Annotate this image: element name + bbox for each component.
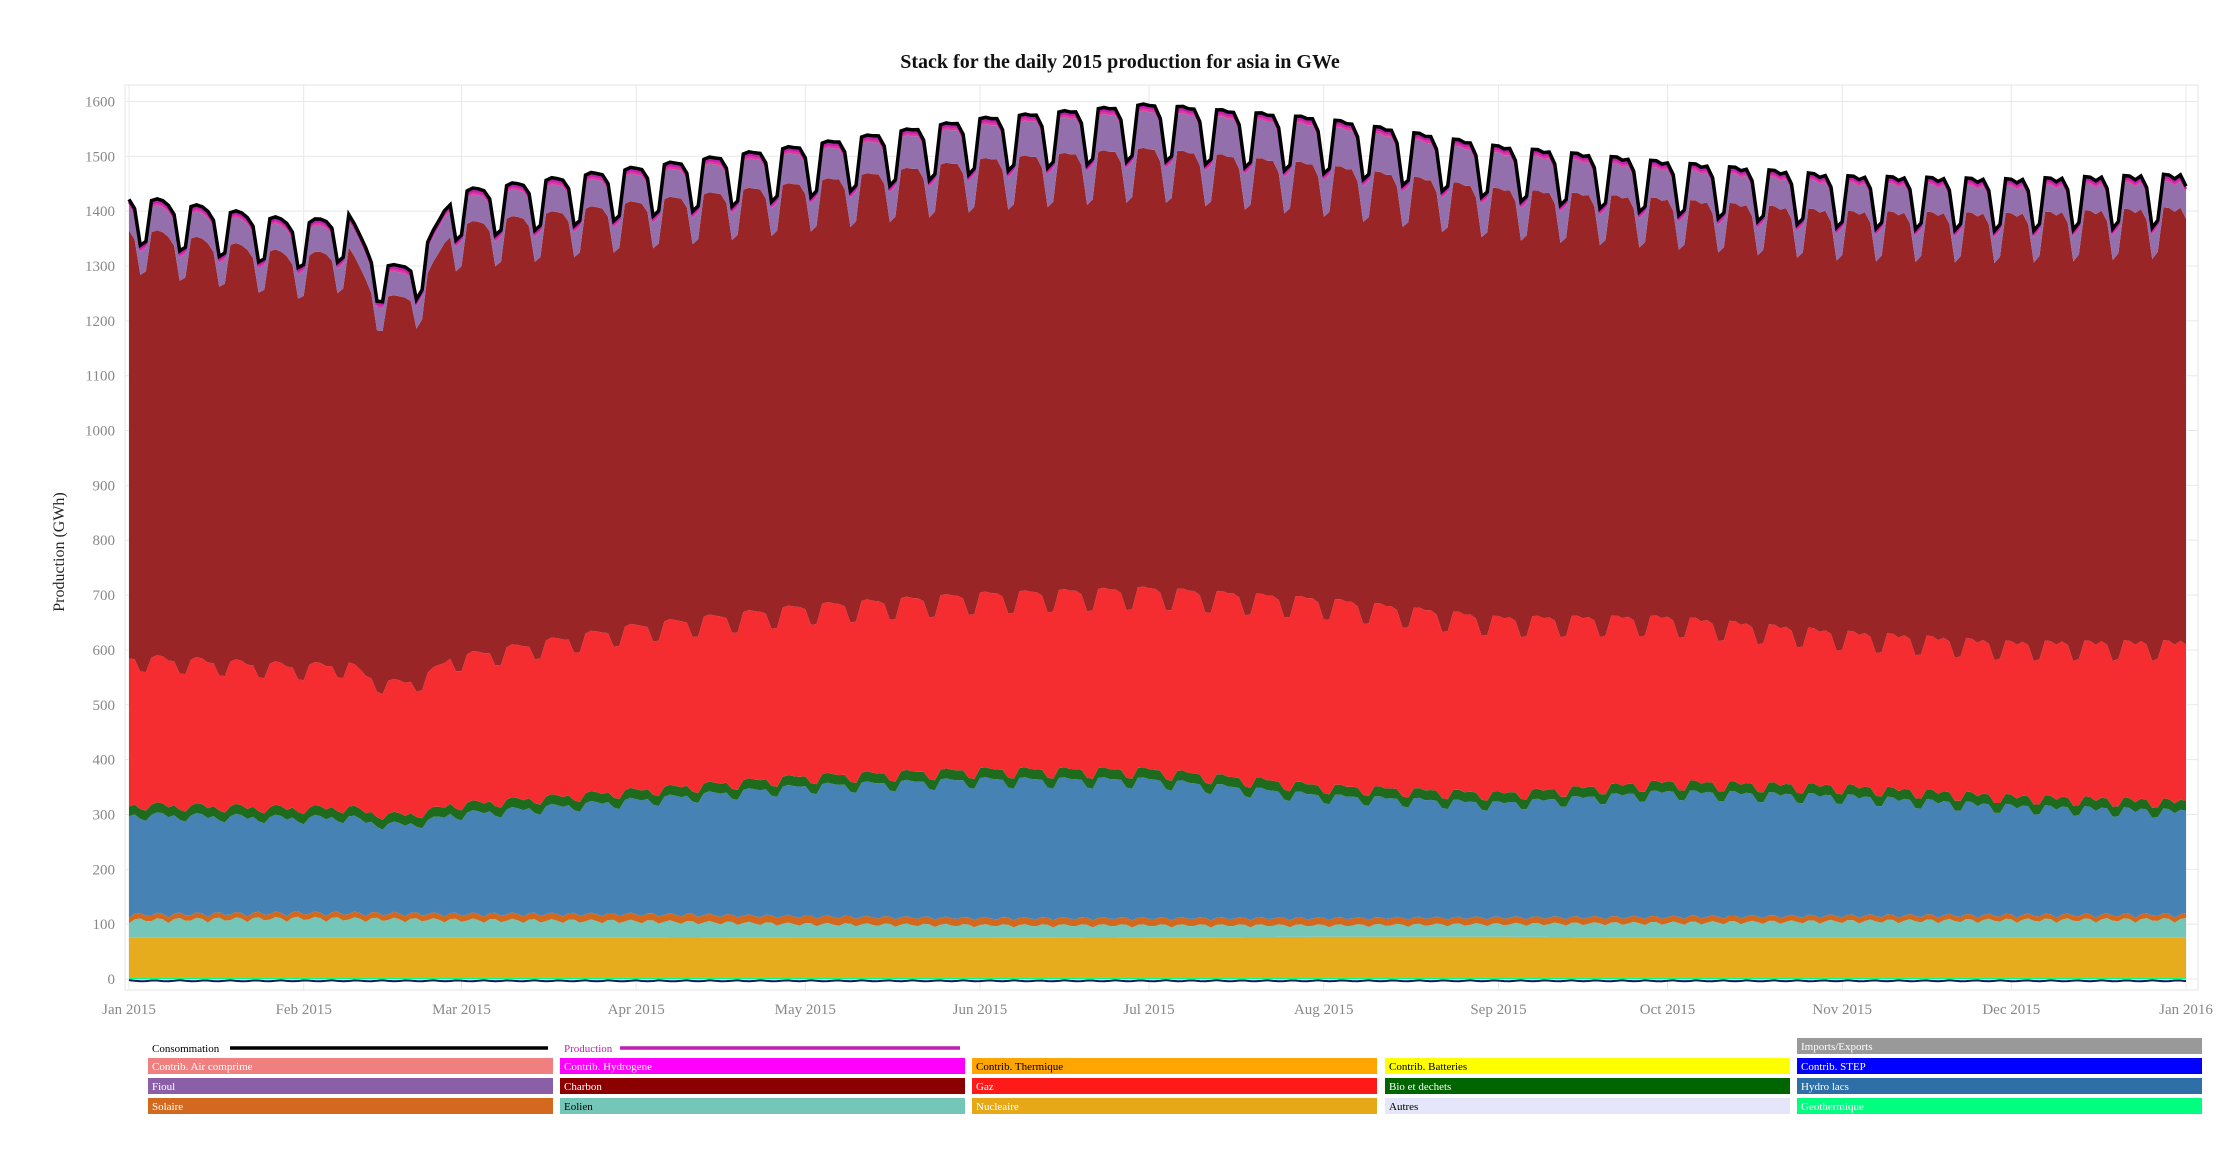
area-layer (129, 106, 2186, 979)
plot-border (124, 84, 2199, 991)
legend-label: Contrib. Batteries (1389, 1061, 1467, 1073)
x-tick-label: Nov 2015 (1812, 1002, 1872, 1018)
y-tick-label: 100 (93, 917, 116, 933)
legend-swatch-gaz[interactable] (972, 1078, 1377, 1094)
x-tick-label: May 2015 (775, 1002, 836, 1018)
line-consommation (127, 102, 2188, 305)
y-tick-label: 1300 (85, 259, 115, 275)
legend-label: Geothermique (1801, 1101, 1864, 1113)
legend-label: Imports/Exports (1801, 1041, 1873, 1053)
x-tick-label: Apr 2015 (608, 1002, 665, 1018)
y-tick-label: 600 (93, 643, 116, 659)
legend-swatch-charbon[interactable] (560, 1078, 965, 1094)
y-tick-label: 700 (93, 588, 116, 604)
y-tick-label: 200 (93, 862, 116, 878)
legend-label: Solaire (152, 1101, 183, 1113)
legend-label: Fioul (152, 1081, 175, 1093)
legend-swatch-contrib-thermique[interactable] (972, 1058, 1377, 1074)
area-series-solaire (129, 911, 2186, 928)
legend-swatch-nucleaire[interactable] (972, 1098, 1377, 1114)
y-tick-label: 1500 (85, 149, 115, 165)
x-tick-label: Aug 2015 (1294, 1002, 1354, 1018)
legend-swatch-imports-exports[interactable] (1797, 1038, 2202, 1054)
y-tick-label: 1400 (85, 204, 115, 220)
area-series-geothermique (129, 977, 2186, 979)
y-axis-label: Production (GWh) (51, 492, 68, 612)
area-series-gaz (129, 586, 2186, 820)
y-tick-label: 500 (93, 698, 116, 714)
x-tick-label: Dec 2015 (1982, 1002, 2040, 1018)
legend-swatch-contrib-step[interactable] (1797, 1058, 2202, 1074)
y-tick-label: 400 (93, 753, 116, 769)
legend-label: Eolien (564, 1101, 593, 1113)
line-imports-exports (128, 979, 2187, 983)
legend-swatch-contrib-hydrogene[interactable] (560, 1058, 965, 1074)
y-tick-label: 300 (93, 807, 116, 823)
line-layer (127, 102, 2188, 983)
area-series-bio-et-dechets (129, 767, 2186, 830)
x-tick-label: Jul 2015 (1123, 1002, 1174, 1018)
area-series-eolien (129, 916, 2186, 938)
legend-swatch-fioul[interactable] (148, 1078, 553, 1094)
area-series-nucleaire (129, 936, 2186, 978)
chart-title: Stack for the daily 2015 production for … (900, 51, 1340, 73)
legend-swatch-eolien[interactable] (560, 1098, 965, 1114)
y-tick-label: 0 (108, 972, 116, 988)
legend-label: Contrib. Thermique (976, 1061, 1063, 1073)
legend-swatch-contrib-batteries[interactable] (1385, 1058, 1790, 1074)
y-tick-label: 1100 (86, 369, 115, 385)
legend-label: Contrib. Hydrogene (564, 1061, 652, 1073)
legend-label: Contrib. Air comprime (152, 1061, 253, 1073)
x-tick-label: Oct 2015 (1640, 1002, 1695, 1018)
x-tick-label: Mar 2015 (432, 1002, 491, 1018)
y-tick-label: 1000 (85, 424, 115, 440)
y-tick-label: 1200 (85, 314, 115, 330)
y-tick-label: 900 (93, 478, 116, 494)
x-tick-label: Jan 2016 (2159, 1002, 2213, 1018)
legend-label: Nucleaire (976, 1101, 1019, 1113)
x-tick-label: Sep 2015 (1470, 1002, 1526, 1018)
legend-label: Contrib. STEP (1801, 1061, 1866, 1073)
legend-swatch-bio-et-dechets[interactable] (1385, 1078, 1790, 1094)
legend: Consommation Production Imports/Exports Con… (148, 1038, 2202, 1114)
legend-swatch-autres[interactable] (1385, 1098, 1790, 1114)
legend-label: Charbon (564, 1081, 602, 1093)
area-series-fioul (129, 110, 2186, 332)
legend-swatch-solaire[interactable] (148, 1098, 553, 1114)
area-series-hydro-lacs (129, 777, 2186, 921)
area-series-charbon (129, 147, 2186, 695)
x-tick-label: Jun 2015 (953, 1002, 1008, 1018)
legend-label: Hydro lacs (1801, 1081, 1849, 1093)
axis-layer: 0 100 200 300 400 500 600 700 800 900 1000 1100 1200… (85, 94, 2213, 1018)
legend-label: Autres (1389, 1101, 1418, 1113)
legend-label: Bio et dechets (1389, 1081, 1451, 1093)
legend-label: Gaz (976, 1081, 994, 1093)
y-tick-label: 800 (93, 533, 116, 549)
legend-label-production: Production (564, 1043, 613, 1055)
x-tick-label: Feb 2015 (276, 1002, 332, 1018)
y-tick-label: 1600 (85, 94, 115, 110)
legend-swatch-geothermique[interactable] (1797, 1098, 2202, 1114)
legend-swatch-hydro-lacs[interactable] (1797, 1078, 2202, 1094)
legend-label-consommation: Consommation (152, 1043, 220, 1055)
x-tick-label: Jan 2015 (102, 1002, 156, 1018)
legend-swatch-contrib-air-comprime[interactable] (148, 1058, 553, 1074)
